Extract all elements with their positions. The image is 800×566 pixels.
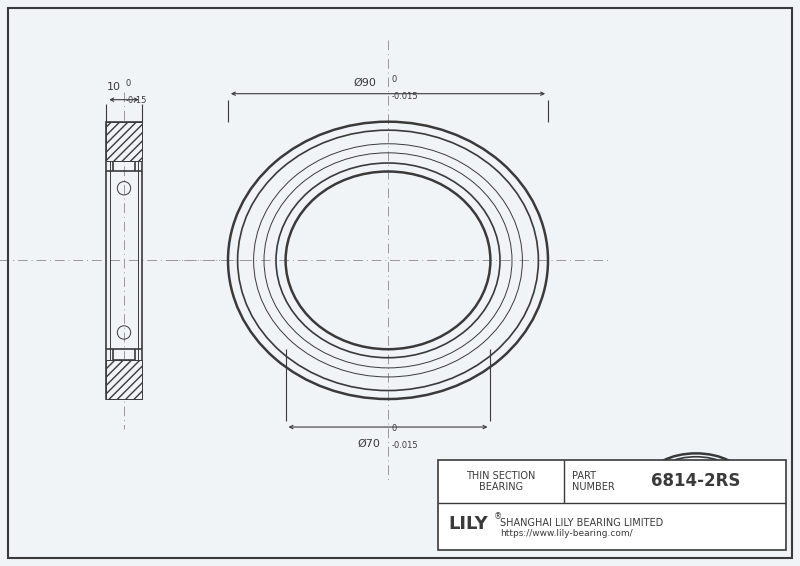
Text: https://www.lily-bearing.com/: https://www.lily-bearing.com/ xyxy=(501,529,633,538)
Text: -0.015: -0.015 xyxy=(392,441,418,450)
Text: 0: 0 xyxy=(126,79,131,88)
Text: Ø70: Ø70 xyxy=(357,439,380,449)
Text: ®: ® xyxy=(494,512,502,521)
Text: 6814-2RS: 6814-2RS xyxy=(651,472,741,490)
Text: LILY: LILY xyxy=(449,514,488,533)
Text: 10: 10 xyxy=(107,82,121,92)
Text: -0.15: -0.15 xyxy=(126,96,147,105)
FancyBboxPatch shape xyxy=(438,460,786,550)
Text: PART: PART xyxy=(572,471,596,481)
Text: SHANGHAI LILY BEARING LIMITED: SHANGHAI LILY BEARING LIMITED xyxy=(501,517,664,528)
Text: THIN SECTION
BEARING: THIN SECTION BEARING xyxy=(466,470,536,492)
Text: NUMBER: NUMBER xyxy=(572,482,614,492)
Text: -0.015: -0.015 xyxy=(392,92,418,101)
FancyBboxPatch shape xyxy=(106,360,142,399)
Text: 0: 0 xyxy=(392,75,398,84)
FancyBboxPatch shape xyxy=(106,122,142,161)
Text: 0: 0 xyxy=(392,424,398,433)
Text: Ø90: Ø90 xyxy=(353,78,376,88)
